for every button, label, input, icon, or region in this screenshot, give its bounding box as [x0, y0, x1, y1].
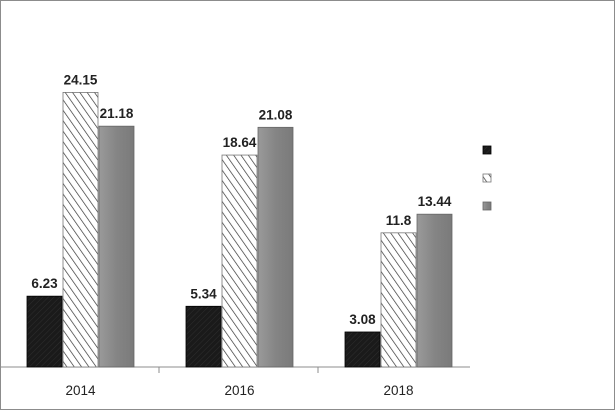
- bar-2016-series-3: [257, 126, 294, 368]
- x-tick-label-2018: 2018: [383, 383, 413, 398]
- legend-swatch-series-3: [482, 201, 492, 211]
- bar-2018-series-1: [344, 331, 381, 368]
- x-tick-label-2016: 2016: [224, 383, 254, 398]
- data-label-2016-series-1: 5.34: [190, 286, 217, 301]
- bar-2016-series-1: [185, 305, 222, 368]
- x-tick-label-2014: 2014: [65, 383, 96, 398]
- bar-2018-series-2: [380, 232, 417, 368]
- data-label-2014-series-2: 24.15: [64, 72, 98, 87]
- data-label-2014-series-3: 21.18: [100, 106, 134, 121]
- data-label-2018-series-3: 13.44: [418, 194, 452, 209]
- legend-swatch-series-1: [482, 145, 492, 155]
- data-label-2016-series-3: 21.08: [259, 107, 293, 122]
- legend-swatch-series-2: [482, 173, 492, 183]
- bar-2014-series-2: [62, 92, 99, 368]
- bar-2014-series-1: [26, 295, 63, 368]
- data-label-2018-series-1: 3.08: [349, 312, 376, 327]
- data-label-2016-series-2: 18.64: [223, 135, 257, 150]
- bar-2018-series-3: [416, 213, 453, 368]
- bar-2014-series-3: [98, 125, 135, 368]
- data-label-2014-series-1: 6.23: [31, 276, 58, 291]
- data-label-2018-series-2: 11.8: [386, 213, 412, 228]
- bar-2016-series-2: [221, 154, 258, 368]
